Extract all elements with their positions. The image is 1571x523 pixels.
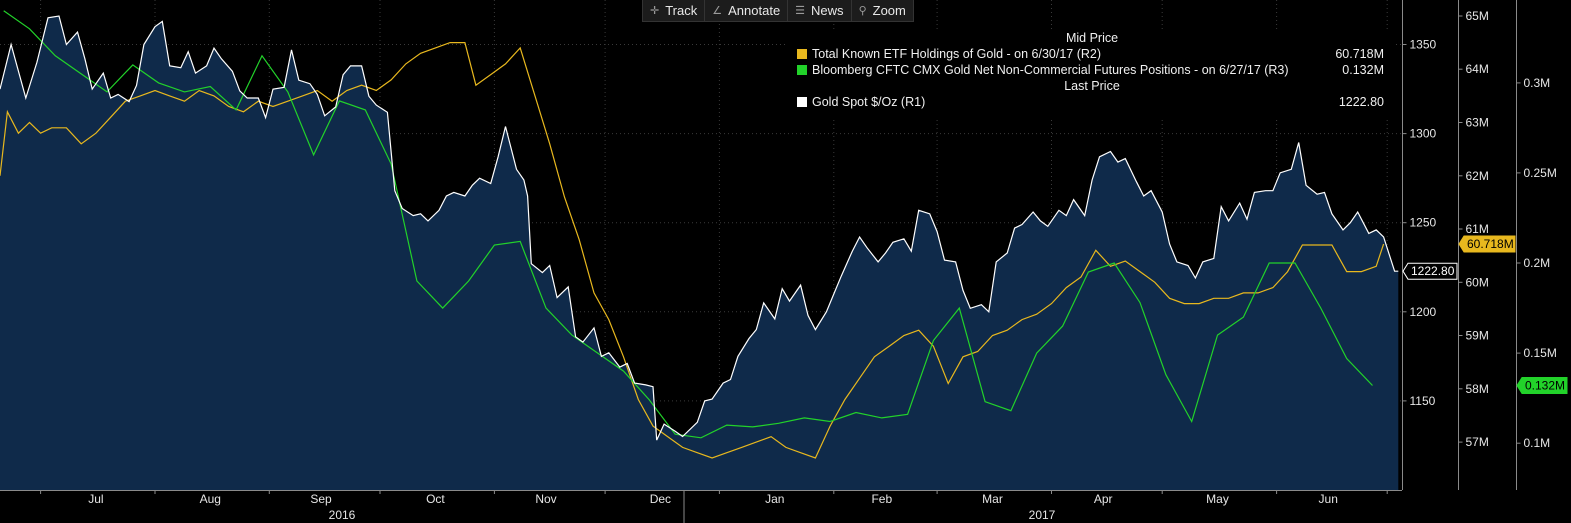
x-tick-label: Mar: [982, 492, 1003, 506]
x-tick-label: Nov: [535, 492, 556, 506]
x-tick-label: Oct: [426, 492, 445, 506]
r3-tick-label: 0.3M: [1524, 76, 1551, 90]
gold-last-value-tag: 1222.80: [1402, 262, 1458, 280]
r2-tick-label: 62M: [1466, 169, 1489, 183]
r1-tick-label: 1300: [1410, 127, 1437, 141]
plot-area: [0, 10, 1399, 490]
r3-tick-label: 0.1M: [1524, 436, 1551, 450]
x-tick-label: Jun: [1319, 492, 1338, 506]
chart-legend: Mid Price Total Known ETF Holdings of Go…: [788, 30, 1396, 118]
x-tick-label: May: [1206, 492, 1229, 506]
legend-row-cftc[interactable]: Bloomberg CFTC CMX Gold Net Non-Commerci…: [788, 62, 1396, 78]
x-tick-label: Jan: [765, 492, 784, 506]
legend-label-etf: Total Known ETF Holdings of Gold - on 6/…: [812, 47, 1102, 61]
r1-tick-label: 1200: [1410, 305, 1437, 319]
legend-swatch-cftc: [797, 65, 807, 75]
cftc-last-value-tag-box: [1516, 377, 1568, 394]
etf-last-value-tag: 60.718M: [1458, 235, 1516, 253]
legend-value-gold: 1222.80: [1338, 95, 1384, 109]
gold-spot-line[interactable]: [0, 15, 1399, 441]
legend-label-cftc: Bloomberg CFTC CMX Gold Net Non-Commerci…: [812, 63, 1289, 77]
x-tick-label: Sep: [310, 492, 332, 506]
legend-swatch-etf: [797, 49, 807, 59]
r2-tick-label: 63M: [1466, 116, 1489, 130]
annotate-button[interactable]: ∠ Annotate: [705, 0, 789, 21]
legend-mid-price-heading: Mid Price: [1065, 31, 1119, 45]
r2-tick-label: 64M: [1466, 62, 1489, 76]
r3-tick-label: 0.2M: [1524, 256, 1551, 270]
etf-holdings-line[interactable]: [0, 42, 1385, 459]
zoom-label: Zoom: [872, 3, 906, 18]
x-tick-label: Dec: [650, 492, 671, 506]
r3-tick-label: 0.15M: [1524, 346, 1557, 360]
crosshair-icon: ✛: [650, 5, 660, 17]
r2-tick-label: 57M: [1466, 435, 1489, 449]
chart-toolbar: ✛ Track ∠ Annotate ☰ News ⚲ Zoom: [642, 0, 914, 22]
r2-tick-label: 60M: [1466, 275, 1489, 289]
x-tick-label: Jul: [88, 492, 103, 506]
pencil-icon: ∠: [712, 5, 723, 17]
year-label: 2017: [1029, 508, 1056, 522]
r2-tick-label: 59M: [1466, 329, 1489, 343]
cftc-positions-line[interactable]: [3, 10, 1373, 439]
gold-last-value-tag-text: 1222.80: [1411, 264, 1455, 278]
cftc-last-value-tag-text: 0.132M: [1525, 379, 1565, 393]
x-tick-label: Feb: [871, 492, 892, 506]
gold-last-value-tag-box: [1402, 262, 1458, 280]
cftc-last-value-tag: 0.132M: [1516, 377, 1568, 394]
r2-tick-label: 58M: [1466, 382, 1489, 396]
r2-tick-label: 65M: [1466, 9, 1489, 23]
r2-tick-label: 61M: [1466, 222, 1489, 236]
legend-last-price-heading: Last Price: [1064, 79, 1120, 93]
news-button[interactable]: ☰ News: [788, 0, 852, 21]
news-icon: ☰: [795, 5, 806, 17]
track-label: Track: [665, 3, 698, 18]
legend-value-etf: 60.718M: [1335, 47, 1384, 61]
gold-spot-area: [0, 16, 1399, 490]
news-label: News: [811, 3, 844, 18]
r3-tick-label: 0.25M: [1524, 166, 1557, 180]
r1-tick-label: 1150: [1410, 394, 1436, 408]
etf-last-value-tag-text: 60.718M: [1467, 237, 1514, 251]
x-tick-label: Aug: [200, 492, 221, 506]
year-label: 2016: [329, 508, 356, 522]
r1-tick-label: 1350: [1410, 38, 1437, 52]
legend-value-cftc: 0.132M: [1342, 63, 1384, 77]
magnifier-icon: ⚲: [858, 5, 867, 17]
legend-row-gold[interactable]: Gold Spot $/Oz (R1) 1222.80: [788, 94, 1396, 110]
x-tick-label: Apr: [1094, 492, 1113, 506]
legend-swatch-gold: [797, 97, 807, 107]
legend-label-gold: Gold Spot $/Oz (R1): [812, 95, 926, 109]
zoom-button[interactable]: ⚲ Zoom: [852, 0, 913, 21]
annotate-label: Annotate: [728, 3, 781, 18]
legend-row-etf[interactable]: Total Known ETF Holdings of Gold - on 6/…: [788, 46, 1396, 62]
etf-last-value-tag-box: [1458, 235, 1516, 253]
r1-tick-label: 1250: [1410, 216, 1437, 230]
track-button[interactable]: ✛ Track: [643, 0, 706, 21]
